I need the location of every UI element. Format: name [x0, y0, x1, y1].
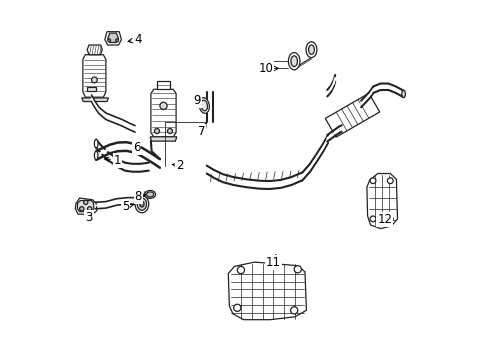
Text: 3: 3 [85, 211, 93, 224]
Polygon shape [75, 198, 97, 214]
Circle shape [91, 77, 97, 83]
Circle shape [386, 178, 392, 184]
Ellipse shape [94, 139, 98, 148]
Polygon shape [77, 201, 94, 212]
Text: 7: 7 [197, 123, 206, 138]
Circle shape [83, 200, 88, 204]
Ellipse shape [401, 90, 405, 98]
Polygon shape [366, 174, 397, 229]
Polygon shape [87, 87, 96, 91]
Ellipse shape [144, 190, 155, 198]
Circle shape [386, 216, 392, 222]
Circle shape [369, 178, 375, 184]
Polygon shape [157, 81, 169, 89]
Polygon shape [228, 262, 306, 320]
Text: 4: 4 [128, 33, 142, 46]
Ellipse shape [201, 100, 207, 111]
Ellipse shape [288, 53, 299, 70]
Text: 10: 10 [258, 62, 278, 75]
Circle shape [107, 39, 110, 42]
Text: 11: 11 [265, 255, 280, 269]
Ellipse shape [140, 201, 144, 207]
Text: 2: 2 [172, 159, 183, 172]
Ellipse shape [135, 195, 148, 213]
Text: 12: 12 [377, 213, 391, 226]
Polygon shape [82, 55, 106, 97]
Polygon shape [150, 137, 177, 141]
Ellipse shape [146, 192, 153, 197]
Circle shape [87, 207, 92, 211]
Text: 6: 6 [132, 141, 140, 154]
Text: 5: 5 [122, 201, 133, 213]
Ellipse shape [199, 98, 209, 113]
Circle shape [294, 266, 301, 273]
Polygon shape [107, 33, 118, 42]
Circle shape [160, 102, 167, 109]
Polygon shape [81, 98, 108, 102]
Circle shape [115, 39, 118, 42]
Polygon shape [87, 45, 102, 55]
Circle shape [80, 207, 84, 211]
Polygon shape [151, 89, 176, 137]
Ellipse shape [137, 198, 146, 210]
Ellipse shape [305, 42, 316, 58]
Text: 8: 8 [134, 190, 145, 203]
Circle shape [233, 304, 241, 311]
Ellipse shape [308, 45, 314, 54]
Circle shape [237, 266, 244, 274]
Circle shape [167, 129, 172, 134]
Text: 9: 9 [193, 94, 200, 107]
Text: 1: 1 [104, 154, 122, 167]
Ellipse shape [94, 151, 98, 160]
Polygon shape [325, 93, 379, 137]
Circle shape [369, 216, 375, 222]
Circle shape [290, 307, 297, 314]
Ellipse shape [290, 56, 297, 67]
Polygon shape [104, 32, 121, 45]
Circle shape [154, 129, 159, 134]
